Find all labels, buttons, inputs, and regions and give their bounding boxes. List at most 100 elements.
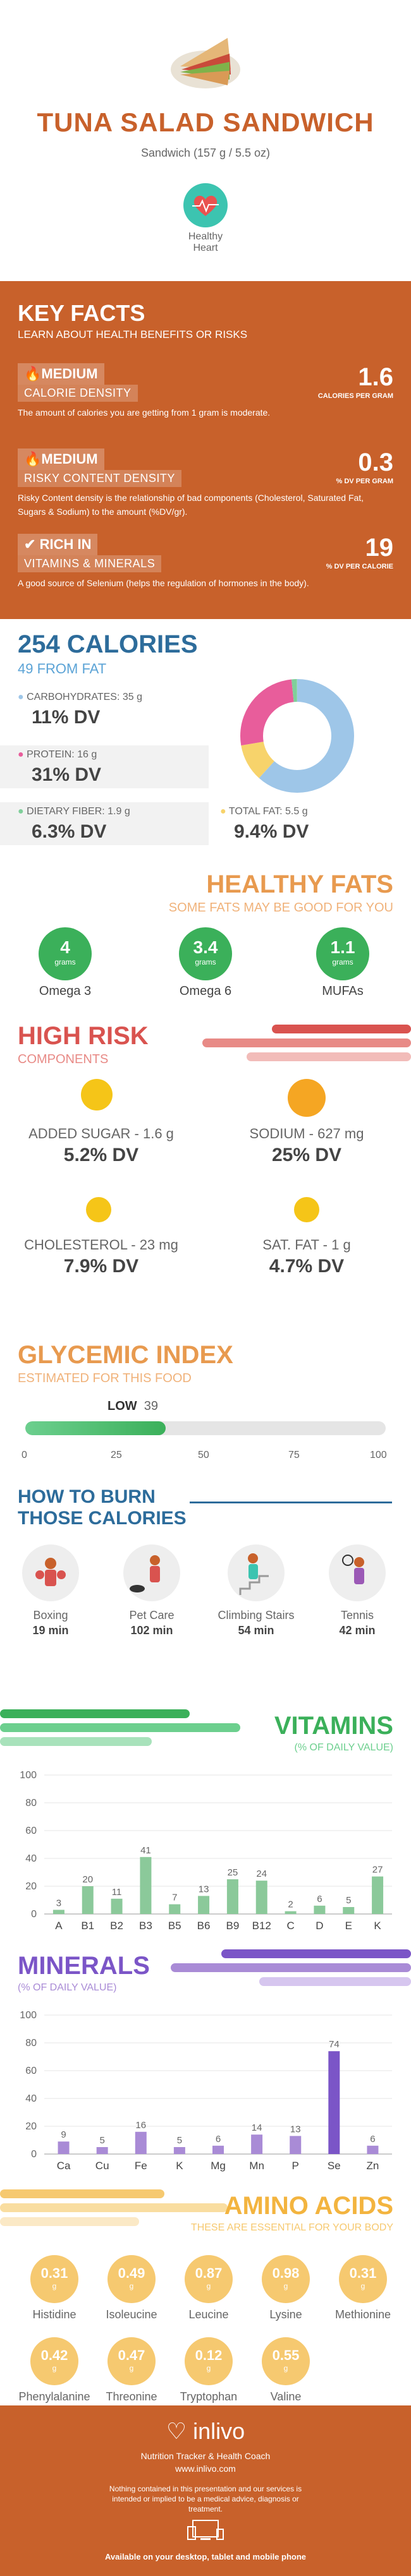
- vitamin-bar-a: [52, 1910, 64, 1914]
- mufas-label: MUFAs: [322, 984, 364, 998]
- level-text: MEDIUM: [41, 366, 98, 382]
- omega3-label: Omega 3: [39, 984, 92, 998]
- activity-minutes: 54 min: [238, 1624, 274, 1637]
- y-tick-label: 0: [31, 1909, 37, 1920]
- bar-value-label: 24: [256, 1869, 267, 1879]
- glycemic-title: GLYCEMIC INDEX: [18, 1341, 233, 1369]
- vitamin-bar-b5: [169, 1904, 181, 1914]
- amino-value: 0.31: [349, 2265, 377, 2281]
- flame-icon: 🔥: [24, 451, 42, 467]
- x-tick-label: D: [316, 1920, 323, 1932]
- risky-content-value: 0.3: [358, 448, 393, 476]
- calorie-density-unit: CALORIES PER GRAM: [317, 392, 393, 400]
- bar-value-label: 5: [177, 2135, 182, 2146]
- vitamins-minerals-row: ✔ RICH IN VITAMINS & MINERALS 19 % DV PE…: [18, 534, 393, 610]
- risky-content-row: 🔥MEDIUM RISKY CONTENT DENSITY 0.3 % DV P…: [18, 448, 393, 524]
- vitamins-stripes: [0, 1709, 253, 1746]
- y-tick-label: 20: [25, 2121, 37, 2132]
- amino-value: 0.49: [118, 2265, 145, 2281]
- healthy-fats-subtitle: SOME FATS MAY BE GOOD FOR YOU: [168, 901, 393, 915]
- fat-dv: 9.4% DV: [234, 821, 309, 842]
- y-tick-label: 60: [25, 1826, 37, 1836]
- footer-url[interactable]: www.inlivo.com: [175, 2464, 236, 2474]
- mufas-value: 1.1: [330, 937, 355, 957]
- risky-content-level: 🔥MEDIUM: [18, 448, 104, 470]
- x-tick-label: Se: [328, 2160, 341, 2172]
- smiley-icon: [288, 1079, 326, 1117]
- added-sugar-dv: 5.2% DV: [63, 1145, 139, 1165]
- amino-circle-isoleucine: 0.49 g: [107, 2255, 156, 2303]
- mineral-bar-fe: [135, 2131, 147, 2154]
- amino-unit: g: [129, 2364, 134, 2373]
- vitamins-bar-chart: 0204060801003A20B111B241B37B513B625B924B…: [20, 1770, 392, 1932]
- amino-label: Histidine: [32, 2308, 77, 2321]
- vitamins-desc: A good source of Selenium (helps the reg…: [18, 578, 309, 588]
- devices-icon: [187, 2518, 224, 2543]
- y-tick-label: 80: [25, 1798, 37, 1809]
- footer: ♡ inlivo Nutrition Tracker & Health Coac…: [0, 2405, 411, 2576]
- footer-disclaimer: Nothing contained in this presentation a…: [109, 2484, 302, 2513]
- macro-donut-chart: [234, 673, 360, 799]
- x-tick-label: C: [286, 1920, 294, 1932]
- calories-section: 254 CALORIES 49 FROM FAT ● CARBOHYDRATES…: [0, 619, 411, 859]
- fat-block: ● TOTAL FAT: 5.5 g 9.4% DV: [209, 802, 411, 845]
- brand-name: inlivo: [193, 2418, 245, 2444]
- key-facts-title: KEY FACTS: [18, 300, 145, 326]
- amino-subtitle: THESE ARE ESSENTIAL FOR YOUR BODY: [190, 2222, 393, 2233]
- amino-label: Tryptophan: [180, 2390, 238, 2403]
- bar-value-label: 13: [290, 2124, 301, 2134]
- mineral-bar-ca: [58, 2141, 70, 2154]
- mineral-bar-se: [328, 2051, 340, 2154]
- dot-icon: ●: [220, 806, 226, 817]
- risky-content-desc: Risky Content density is the relationshi…: [18, 493, 364, 517]
- burn-section: HOW TO BURN THOSE CALORIES Boxing 19 min…: [0, 1475, 411, 1706]
- high-risk-subtitle: COMPONENTS: [18, 1052, 109, 1066]
- minerals-section: MINERALS (% OF DAILY VALUE) 0 20 40 60 80 100…: [0, 1946, 411, 2186]
- vitamin-bar-b3: [140, 1857, 152, 1914]
- dot-icon: ●: [18, 692, 24, 702]
- bar-value-label: 9: [61, 2129, 66, 2140]
- glycemic-subtitle: ESTIMATED FOR THIS FOOD: [18, 1371, 192, 1385]
- pet-care-icon: [123, 1544, 180, 1601]
- burn-divider: [190, 1502, 392, 1503]
- mufas-unit: grams: [332, 958, 353, 966]
- amino-value: 0.12: [195, 2347, 223, 2363]
- bar-value-label: 6: [370, 2134, 375, 2145]
- high-risk-title: HIGH RISK: [18, 1022, 149, 1050]
- bar-value-label: 74: [329, 2039, 340, 2050]
- amino-circle-leucine: 0.87 g: [185, 2255, 233, 2303]
- x-tick-label: B9: [226, 1920, 240, 1932]
- sodium-label: SODIUM - 627 mg: [249, 1126, 364, 1141]
- x-tick-label: P: [292, 2160, 299, 2172]
- amino-section: AMINO ACIDS THESE ARE ESSENTIAL FOR YOUR…: [0, 2186, 411, 2405]
- activity-minutes: 102 min: [130, 1624, 173, 1637]
- calorie-density-value: 1.6: [358, 363, 393, 391]
- vitamins-unit: % DV PER CALORIE: [326, 563, 393, 570]
- bar-value-label: 5: [99, 2135, 104, 2146]
- healthy-fats-section: HEALTHY FATS SOME FATS MAY BE GOOD FOR Y…: [0, 859, 411, 1011]
- sandwich-image: [168, 25, 243, 95]
- vitamin-bar-b9: [226, 1879, 238, 1914]
- amino-unit: g: [283, 2282, 288, 2290]
- mineral-bar-p: [290, 2136, 302, 2154]
- x-tick-label: Zn: [367, 2160, 379, 2172]
- fiber-label-text: DIETARY FIBER: 1.9 g: [27, 806, 130, 817]
- healthy-fats-title: HEALTHY FATS: [206, 870, 393, 898]
- smiley-icon: [86, 1197, 111, 1222]
- vitamin-bar-b1: [82, 1886, 94, 1914]
- fiber-dv: 6.3% DV: [32, 821, 107, 842]
- mineral-bar-k: [173, 2147, 185, 2154]
- bar-value-label: 13: [199, 1884, 209, 1894]
- omega3-circle: 4 grams: [39, 927, 92, 980]
- vitamins-value: 19: [365, 534, 394, 562]
- amino-circle-lysine: 0.98 g: [262, 2255, 310, 2303]
- activity-name: Pet Care: [129, 1609, 175, 1622]
- carbs-label: ● CARBOHYDRATES: 35 g: [18, 692, 142, 703]
- risky-content-name: RISKY CONTENT DENSITY: [18, 470, 181, 487]
- amino-unit: g: [206, 2364, 211, 2373]
- dot-icon: ●: [18, 749, 24, 760]
- carbs-label-text: CARBOHYDRATES: 35 g: [27, 692, 142, 702]
- climbing-stairs-icon: [228, 1544, 285, 1601]
- omega3-unit: grams: [54, 958, 76, 966]
